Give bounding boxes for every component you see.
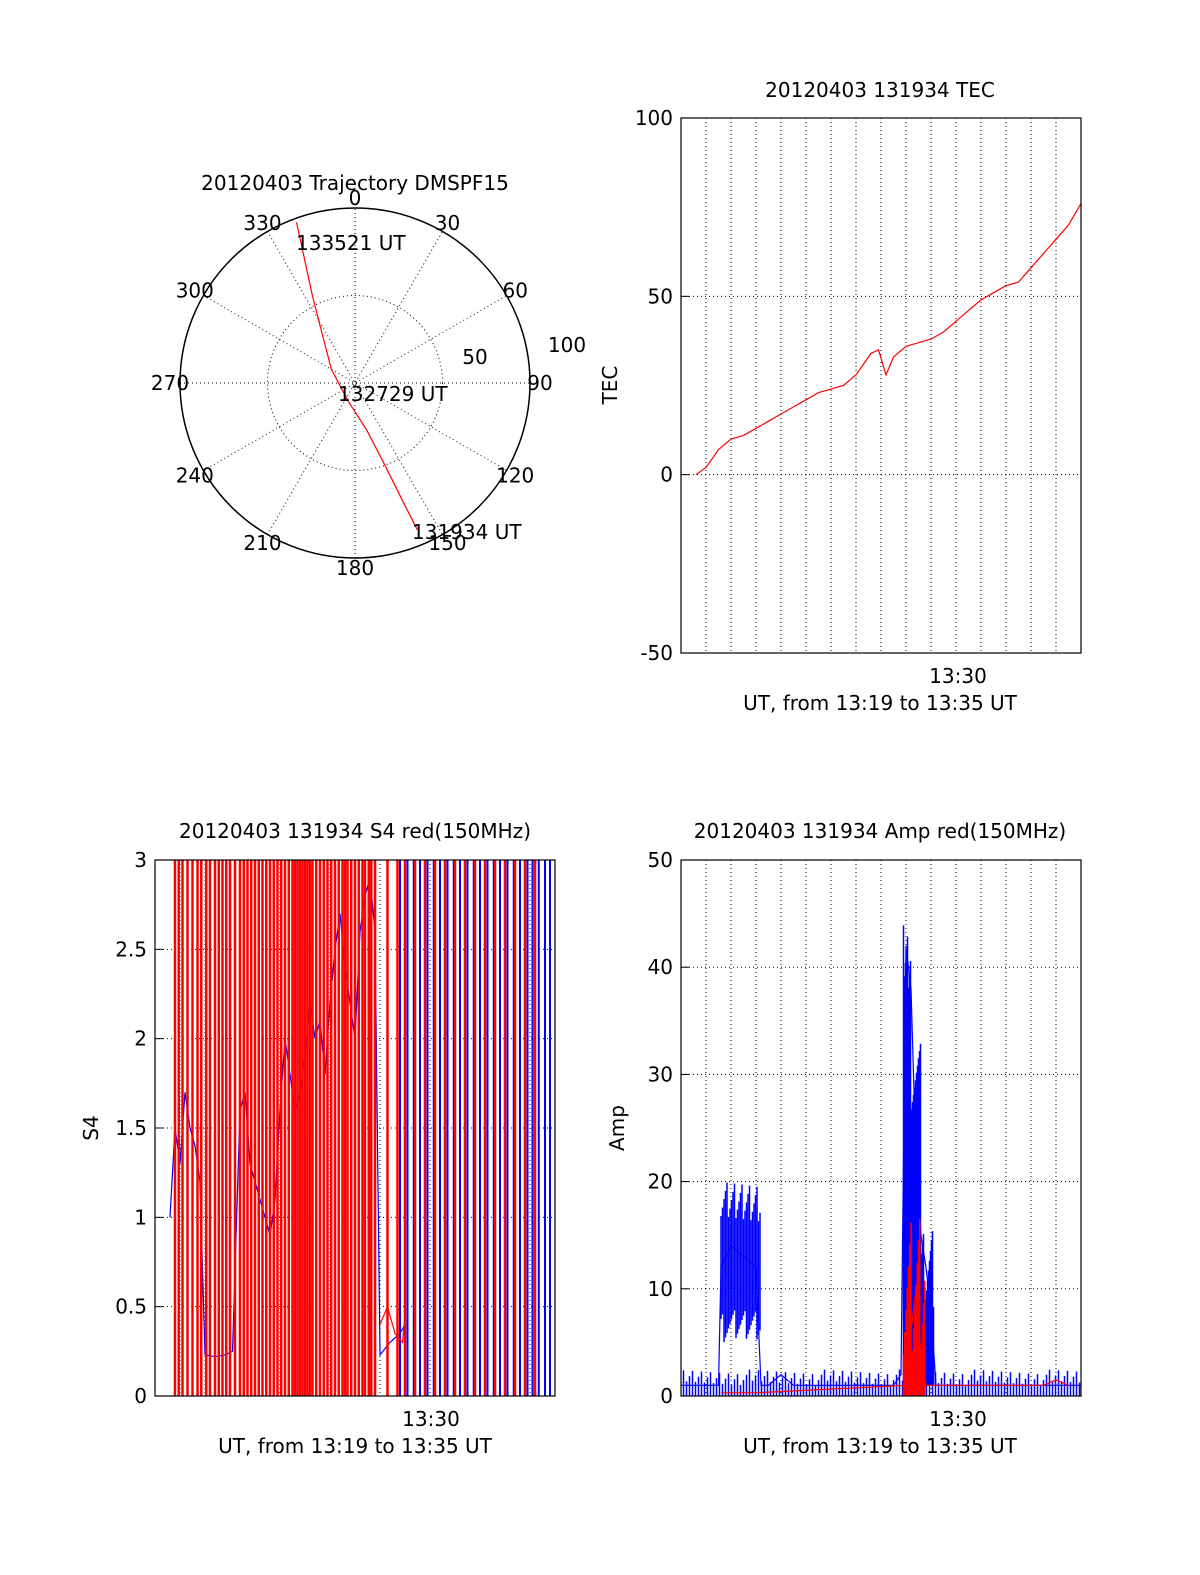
polar-angle-label: 150 (428, 531, 466, 555)
s4-y-ticks: 3 2.5 2 1.5 1 0.5 0 (115, 848, 163, 1408)
s4-plot: 20120403 131934 S4 red(150MHz) 3 2.5 2 1.5 1… (79, 819, 556, 1458)
annotation-start-time: 131934 UT (412, 520, 522, 544)
trajectory-line (295, 222, 418, 531)
polar-angle-label: 330 (243, 211, 281, 235)
tec-grid (681, 117, 1081, 654)
amp-grid (681, 859, 1081, 1397)
polar-angle-label: 270 (151, 371, 189, 395)
polar-angle-label: 30 (435, 211, 460, 235)
amp-y-label: Amp (605, 1105, 629, 1151)
tec-series (695, 203, 1082, 476)
tec-plot: 20120403 131934 TEC 100 50 0 -50 13:30 UT, … (598, 78, 1082, 715)
annotation-mid-time: 132729 UT (338, 382, 448, 406)
s4-y-tick-label: 2.5 (115, 937, 147, 961)
tec-y-tick-label: -50 (640, 641, 673, 665)
radial-label-100: 100 (548, 333, 586, 357)
s4-y-label: S4 (79, 1115, 103, 1140)
amp-plot: 20120403 131934 Amp red(150MHz) 50 40 30 20… (605, 819, 1082, 1458)
amp-y-tick-label: 10 (648, 1277, 673, 1301)
polar-grid (180, 208, 530, 558)
polar-angle-label: 60 (502, 279, 527, 303)
tec-x-label: UT, from 13:19 to 13:35 UT (743, 691, 1018, 715)
polar-angle-label: 240 (176, 464, 214, 488)
tec-y-tick-label: 50 (648, 284, 673, 308)
amp-y-tick-label: 30 (648, 1062, 673, 1086)
polar-angle-label: 120 (496, 464, 534, 488)
polar-grid-ring (267, 295, 443, 471)
polar-angle-label: 180 (336, 556, 374, 580)
polar-angle-label: 210 (243, 531, 281, 555)
amp-y-tick-label: 50 (648, 848, 673, 872)
tec-frame (680, 117, 1082, 654)
amp-y-tick-label: 40 (648, 955, 673, 979)
s4-x-tick-label: 13:30 (402, 1407, 460, 1431)
amp-y-ticks: 50 40 30 20 10 0 (648, 848, 689, 1408)
tec-title: 20120403 131934 TEC (765, 78, 995, 102)
polar-angle-label: 300 (176, 279, 214, 303)
polar-outer-circle (179, 207, 531, 559)
amp-y-tick-label: 0 (660, 1384, 673, 1408)
s4-series-line-1 (379, 1304, 406, 1344)
amp-y-tick-label: 20 (648, 1170, 673, 1194)
s4-y-tick-label: 3 (134, 848, 147, 872)
amp-x-tick-label: 13:30 (929, 1407, 987, 1431)
amp-title: 20120403 131934 Amp red(150MHz) (694, 819, 1066, 843)
trajectory-title: 20120403 Trajectory DMSPF15 (201, 171, 509, 195)
annotation-end-time: 133521 UT (296, 231, 406, 255)
s4-y-tick-label: 2 (134, 1027, 147, 1051)
s4-y-tick-label: 0.5 (115, 1295, 147, 1319)
tec-y-label: TEC (598, 366, 622, 406)
s4-series (169, 860, 551, 1396)
tec-y-tick-label: 0 (660, 463, 673, 487)
tec-y-tick-label: 100 (635, 106, 673, 130)
s4-y-tick-label: 1.5 (115, 1116, 147, 1140)
polar-angle-label: 90 (527, 371, 552, 395)
amp-series (681, 925, 1081, 1396)
tec-y-ticks: 100 50 0 -50 (635, 106, 689, 665)
amp-series-line-1 (721, 1288, 1069, 1394)
s4-x-label: UT, from 13:19 to 13:35 UT (218, 1434, 493, 1458)
polar-angle-label: 0 (349, 186, 362, 210)
amp-frame (680, 859, 1082, 1397)
trajectory-polar-plot: 20120403 Trajectory DMSPF15 0 30 60 90 120 15… (151, 171, 586, 580)
s4-y-tick-label: 1 (134, 1205, 147, 1229)
s4-title: 20120403 131934 S4 red(150MHz) (179, 819, 531, 843)
polar-angle-labels: 0 30 60 90 120 150 180 210 240 270 300 330 (151, 186, 553, 580)
trajectory-track (295, 222, 418, 531)
tec-series-line-0 (695, 203, 1082, 476)
radial-label-50: 50 (462, 345, 487, 369)
s4-y-tick-label: 0 (134, 1384, 147, 1408)
amp-x-label: UT, from 13:19 to 13:35 UT (743, 1434, 1018, 1458)
tec-x-tick-label: 13:30 (929, 664, 987, 688)
